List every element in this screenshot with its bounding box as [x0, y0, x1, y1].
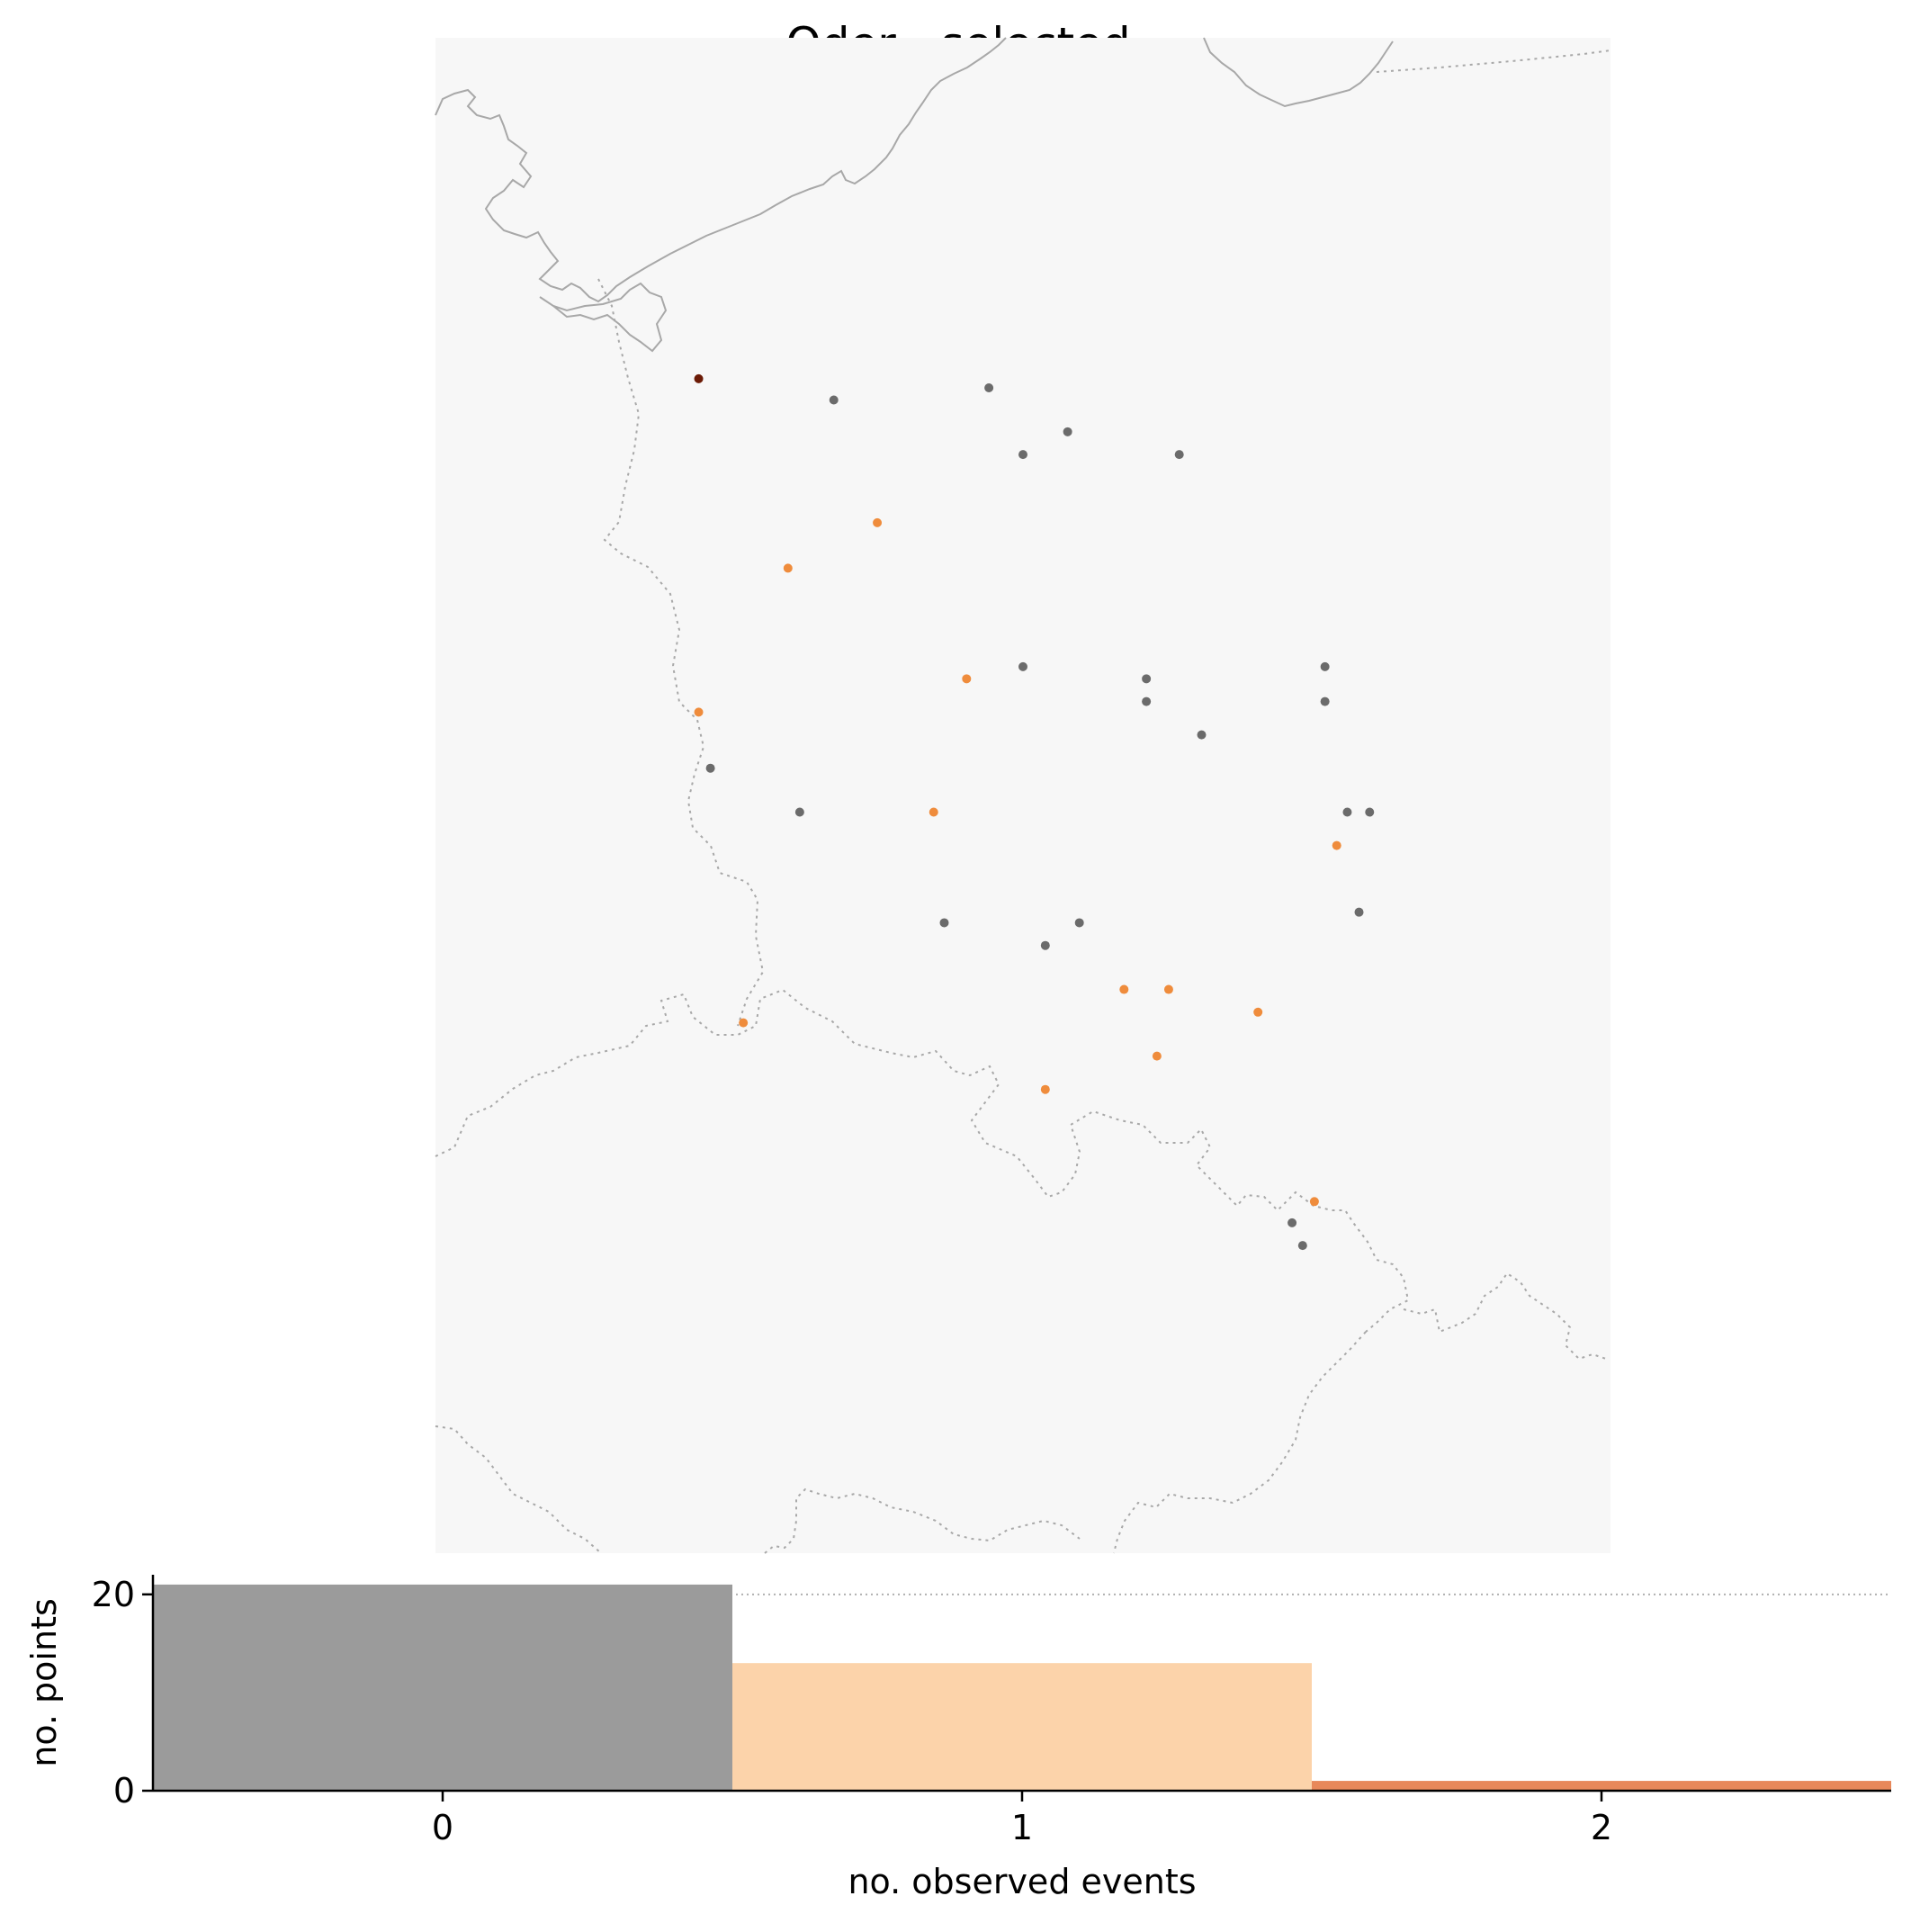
station-marker-0-events: [1287, 1218, 1297, 1227]
x-tick-label: 0: [432, 1808, 453, 1847]
x-tick-label: 1: [1011, 1808, 1033, 1847]
station-marker-1-events: [1163, 984, 1173, 994]
station-marker-0-events: [829, 395, 839, 405]
border-czechia-austria: [764, 1487, 1081, 1554]
station-marker-1-events: [783, 563, 793, 573]
border-lithuania: [1376, 49, 1611, 73]
station-marker-0-events: [1174, 450, 1184, 460]
station-marker-0-events: [1320, 696, 1330, 706]
station-marker-0-events: [1074, 918, 1084, 928]
station-marker-0-events: [1040, 940, 1050, 950]
x-tick-label: 2: [1591, 1808, 1612, 1847]
station-marker-0-events: [939, 918, 949, 928]
x-axis-label: no. observed events: [848, 1862, 1196, 1901]
border-poland-germany: [597, 278, 765, 1027]
station-marker-1-events: [1152, 1051, 1162, 1061]
station-marker-1-events: [739, 1018, 749, 1028]
station-marker-0-events: [1197, 730, 1207, 740]
coastline-gulf: [1203, 37, 1394, 108]
station-marker-0-events: [1320, 661, 1330, 671]
station-marker-1-events: [1119, 984, 1129, 994]
station-marker-1-events: [962, 674, 972, 684]
station-marker-0-events: [1297, 1241, 1307, 1251]
station-marker-0-events: [1142, 674, 1152, 684]
station-marker-1-events: [694, 707, 704, 717]
map-background: [435, 38, 1610, 1553]
y-axis-label: no. points: [24, 1598, 64, 1767]
station-marker-1-events: [1040, 1084, 1050, 1094]
coastline: [435, 37, 1007, 303]
station-marker-0-events: [984, 383, 994, 393]
station-marker-1-events: [929, 807, 938, 817]
border-poland-slovakia: [1403, 1272, 1607, 1361]
histogram-bar-1: [732, 1663, 1312, 1791]
station-markers: [694, 373, 1375, 1251]
station-marker-1-events: [1253, 1007, 1263, 1017]
station-marker-0-events: [1142, 696, 1152, 706]
station-marker-0-events: [1018, 450, 1027, 460]
border-czechia-slovakia: [1113, 1331, 1367, 1554]
station-marker-0-events: [705, 763, 715, 773]
station-marker-0-events: [1342, 807, 1352, 817]
y-tick-label: 20: [92, 1575, 135, 1614]
border-poland-czechia: [435, 988, 1410, 1333]
station-marker-0-events: [1063, 427, 1072, 436]
y-ticks: 0 20: [92, 1575, 153, 1811]
station-marker-1-events: [1309, 1197, 1319, 1207]
coast-lagoon: [539, 282, 668, 353]
histogram-bars: [153, 1584, 1891, 1791]
histogram-panel: 0 20 0 1 2 no. observed events no. points: [24, 1575, 1891, 1901]
station-marker-2-events: [694, 373, 704, 383]
histogram-bar-2: [1312, 1781, 1891, 1791]
histogram-bar-0: [153, 1584, 732, 1791]
map-panel: [435, 37, 1611, 1554]
station-marker-0-events: [1018, 661, 1027, 671]
station-marker-0-events: [1365, 807, 1375, 817]
x-ticks: 0 1 2: [432, 1791, 1612, 1847]
y-tick-label: 0: [113, 1771, 135, 1811]
station-marker-0-events: [1354, 907, 1364, 917]
station-marker-1-events: [873, 517, 883, 527]
national-borders: [435, 49, 1611, 1554]
station-marker-0-events: [794, 807, 804, 817]
station-marker-1-events: [1332, 840, 1341, 850]
